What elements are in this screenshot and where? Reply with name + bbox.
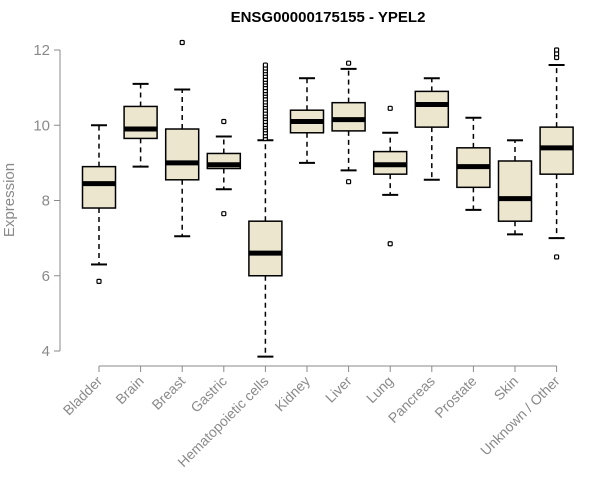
outlier-point — [387, 241, 393, 247]
y-tick-label: 6 — [42, 268, 50, 285]
outlier-point — [387, 105, 393, 111]
y-axis-label: Expression — [1, 163, 18, 237]
x-tick-label: Breast — [148, 373, 188, 413]
box-gastric — [206, 118, 242, 217]
x-tick-label: Brain — [112, 373, 146, 407]
box-brain — [123, 82, 158, 168]
box-prostate — [456, 116, 491, 211]
x-tick-label: Prostate — [431, 373, 479, 421]
y-tick-label: 4 — [42, 343, 50, 360]
iqr-box — [164, 128, 200, 181]
iqr-box — [81, 165, 117, 209]
outlier-point — [346, 179, 352, 185]
box-skin — [497, 139, 533, 236]
iqr-box — [248, 220, 283, 277]
box-liver — [331, 60, 366, 185]
box-unknown-other — [539, 47, 574, 260]
x-tick-label: Skin — [491, 373, 522, 404]
box-pancreas — [414, 77, 450, 181]
outlier-point — [262, 62, 268, 68]
iqr-box — [331, 101, 366, 132]
x-tick-label: Unknown / Other — [477, 373, 563, 459]
iqr-box — [414, 90, 450, 128]
x-tick-label: Lung — [363, 373, 396, 406]
iqr-box — [539, 126, 574, 175]
y-tick-label: 12 — [33, 42, 50, 59]
outlier-point — [553, 47, 560, 53]
outlier-point — [96, 278, 102, 284]
boxes-group — [81, 39, 574, 358]
x-tick-label: Liver — [322, 373, 355, 406]
box-hematopoietic-cells — [248, 62, 283, 358]
outlier-point — [346, 60, 352, 66]
outlier-point — [221, 211, 227, 217]
chart-title: ENSG00000175155 - YPEL2 — [231, 9, 426, 26]
iqr-box — [497, 160, 533, 222]
y-axis: 4 6 8 10 12 — [33, 42, 61, 360]
y-tick-label: 8 — [42, 193, 50, 210]
y-tick-label: 10 — [33, 117, 50, 134]
box-kidney — [289, 77, 325, 164]
outlier-point — [221, 118, 227, 125]
x-tick-label: Kidney — [272, 373, 314, 415]
box-breast — [164, 39, 200, 238]
x-tick-label: Bladder — [60, 373, 106, 419]
outlier-point — [179, 39, 185, 46]
outlier-point — [553, 254, 560, 260]
box-lung — [372, 105, 408, 247]
iqr-box — [123, 105, 158, 140]
box-bladder — [81, 124, 117, 284]
